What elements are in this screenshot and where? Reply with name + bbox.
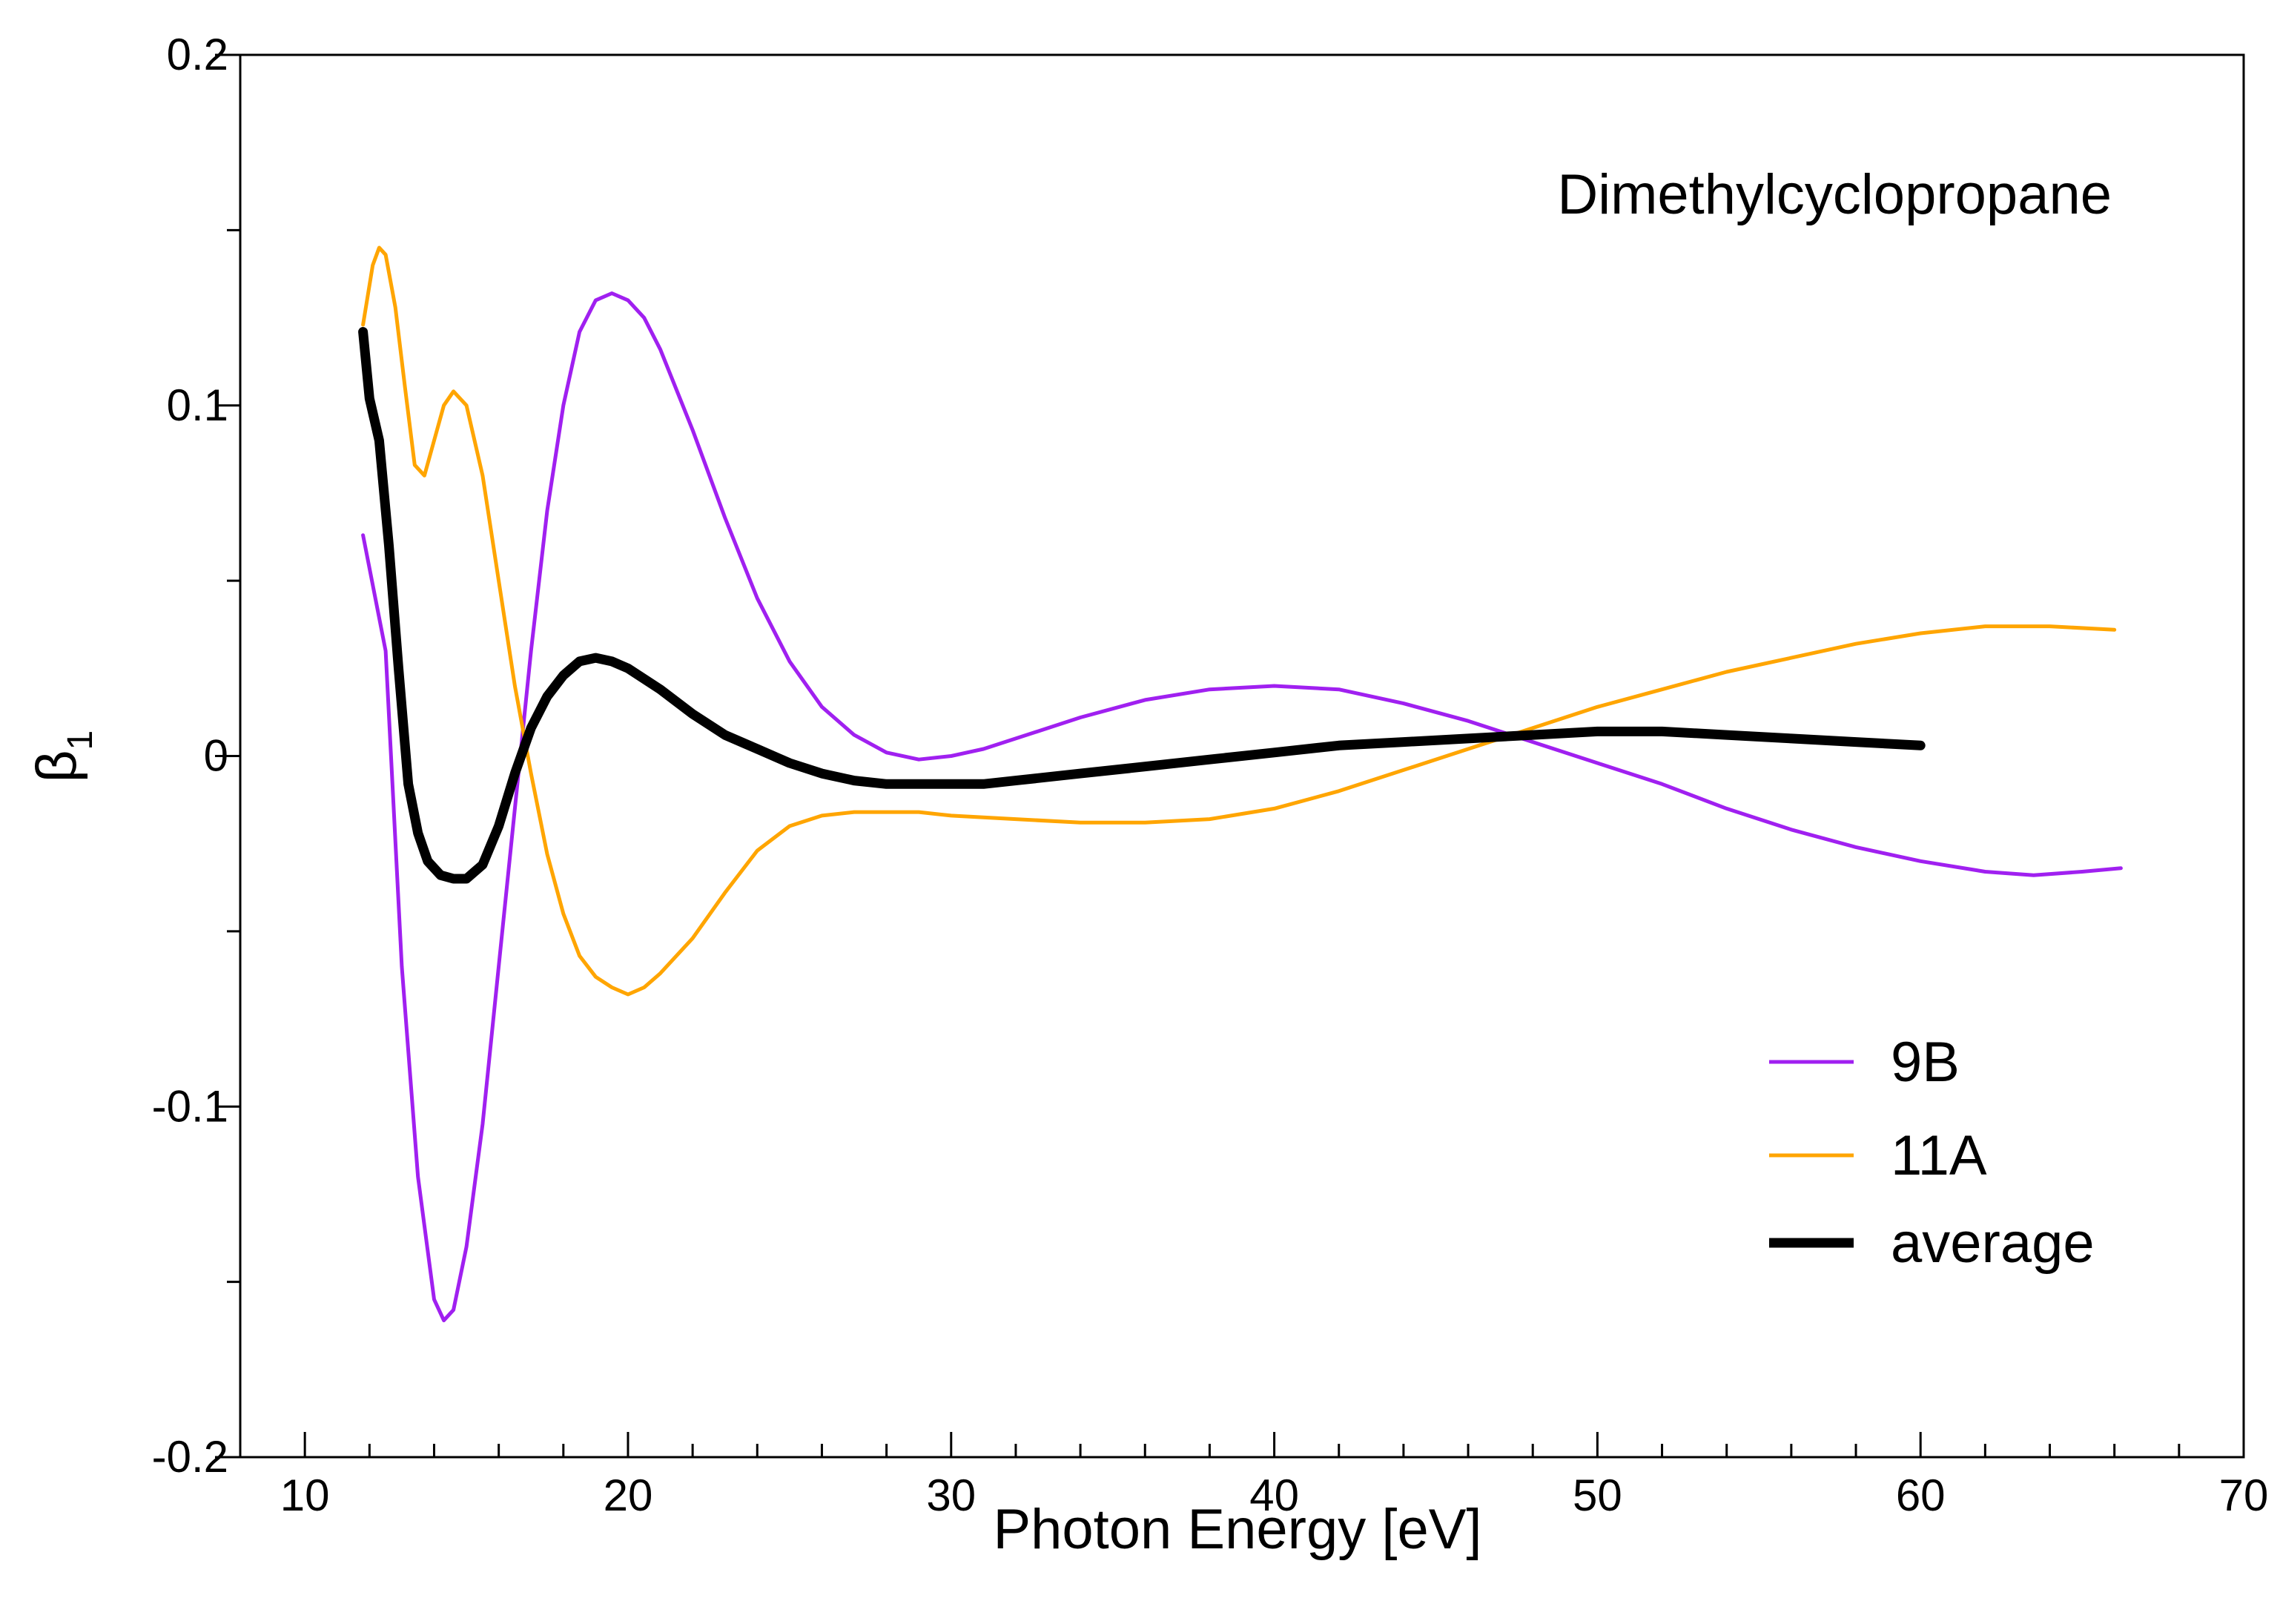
legend-label-11a: 11A [1891,1124,1987,1187]
legend: 9B 11A average [1769,1031,2095,1275]
y-tick-label: 0 [204,731,228,781]
plot-frame [239,53,2245,1459]
series-line-9b [361,291,2123,1323]
y-axis-label-base: β [25,750,88,782]
x-tick-label: 50 [1573,1470,1622,1520]
series-line-11a [361,245,2117,997]
series-line-average [358,327,1926,884]
axis-tick-labels: 10 20 30 40 50 60 70 -0.2 -0.1 0 0.1 0.2 [152,30,2269,1520]
legend-label-average: average [1891,1212,2095,1275]
x-tick-label: 40 [1249,1470,1299,1520]
y-tick-label: 0.1 [167,380,228,430]
svg-text:β1: β1 [25,730,100,782]
x-tick-label: 70 [2219,1470,2269,1520]
molecule-annotation: Dimethylcyclopropane [1557,163,2112,226]
y-tick-label: -0.2 [152,1432,228,1482]
y-tick-label: -0.1 [152,1081,228,1131]
x-axis-label: Photon Energy [eV] [993,1498,1481,1561]
x-tick-label: 10 [280,1470,330,1520]
x-tick-label: 20 [604,1470,653,1520]
x-tick-label: 30 [926,1470,976,1520]
y-axis-label: β1 [25,730,100,782]
plot-series-group [358,245,2123,1323]
x-tick-label: 60 [1896,1470,1946,1520]
y-tick-label: 0.2 [167,30,228,79]
y-axis-label-subscript: 1 [61,730,100,750]
axis-ticks [215,53,2245,1459]
legend-label-9b: 9B [1891,1031,1960,1094]
